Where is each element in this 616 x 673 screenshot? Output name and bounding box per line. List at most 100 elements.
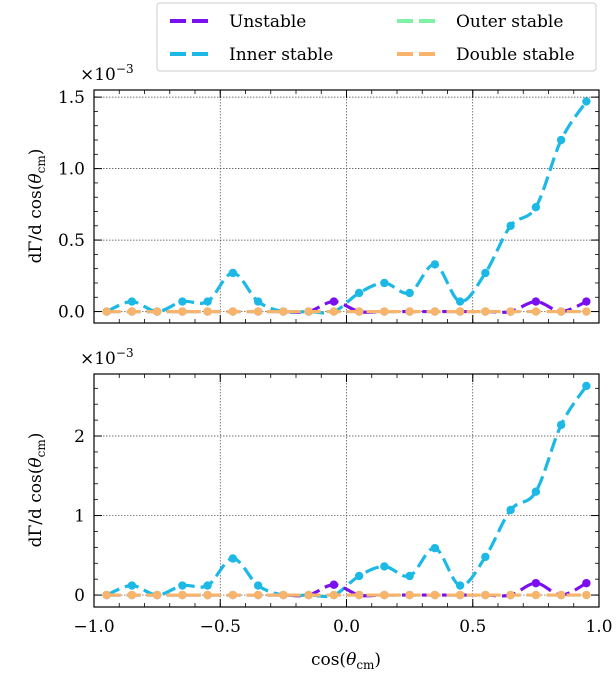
top-point-double-stable-0 — [102, 307, 111, 316]
bottom-point-inner-stable-17 — [531, 487, 541, 496]
bottom-point-inner-stable-12 — [405, 571, 414, 581]
bottom-yticklabel-2: 2 — [74, 427, 85, 447]
top-point-double-stable-3 — [178, 307, 187, 316]
top-panel: 0.0 0.5 1.0 1.5 ×10−3 dΓ/d cos(θcm) — [26, 62, 600, 324]
bottom-point-double-stable-2 — [152, 590, 162, 600]
bottom-point-inner-stable-4 — [203, 581, 212, 590]
bottom-point-double-stable-0 — [102, 590, 111, 600]
bottom-point-inner-stable-16 — [506, 505, 515, 515]
top-yticklabel-0: 0.0 — [58, 303, 85, 323]
bottom-panel-ticks — [93, 374, 600, 607]
top-yticklabel-3: 1.5 — [58, 88, 85, 108]
bottom-xticklabel-0: −1.0 — [73, 617, 114, 637]
bottom-point-double-stable-17 — [531, 590, 541, 600]
top-point-double-stable-19 — [582, 307, 591, 316]
bottom-yticklabel-0: 0 — [74, 586, 85, 606]
bottom-xticklabel-3: 0.5 — [459, 617, 486, 637]
bottom-point-inner-stable-10 — [354, 571, 364, 581]
bottom-point-double-stable-12 — [405, 590, 414, 600]
top-panel-series — [102, 97, 591, 316]
top-point-double-stable-8 — [304, 307, 313, 316]
bottom-xticklabel-1: −0.5 — [200, 617, 241, 637]
bottom-point-double-stable-11 — [380, 590, 389, 600]
bottom-point-double-stable-19 — [582, 590, 591, 600]
bottom-point-inner-stable-5 — [228, 554, 238, 563]
top-point-unstable-17 — [531, 297, 541, 306]
legend-frame — [156, 2, 597, 72]
top-point-double-stable-18 — [556, 307, 566, 316]
bottom-panel-tick-labels: −1.0 −0.5 0.0 0.5 1.0 0 1 2 — [73, 427, 612, 637]
bottom-point-inner-stable-6 — [253, 581, 263, 590]
bottom-point-inner-stable-19 — [582, 381, 591, 391]
top-point-inner-stable-3 — [178, 297, 187, 306]
top-point-inner-stable-18 — [556, 135, 566, 145]
bottom-panel-multiplier: ×10−3 — [80, 346, 134, 369]
bottom-point-double-stable-7 — [279, 590, 288, 600]
bottom-point-inner-stable-11 — [380, 562, 389, 571]
top-point-unstable-9 — [329, 297, 339, 306]
legend: Unstable Outer stable Inner stable Doubl… — [156, 2, 597, 72]
bottom-point-unstable-19 — [582, 578, 591, 588]
top-point-inner-stable-4 — [203, 297, 212, 306]
top-point-double-stable-5 — [228, 307, 238, 316]
bottom-panel-grid — [94, 374, 599, 607]
bottom-point-inner-stable-14 — [455, 581, 465, 590]
top-point-double-stable-13 — [430, 307, 440, 316]
bottom-point-inner-stable-18 — [556, 420, 566, 430]
top-point-inner-stable-14 — [455, 297, 465, 306]
top-point-inner-stable-12 — [405, 288, 414, 298]
bottom-point-double-stable-8 — [304, 590, 313, 600]
top-point-double-stable-6 — [253, 307, 263, 316]
legend-label-inner-stable: Inner stable — [229, 45, 333, 65]
bottom-point-inner-stable-13 — [430, 543, 440, 553]
top-point-double-stable-16 — [506, 307, 515, 316]
bottom-point-double-stable-18 — [556, 590, 566, 600]
bottom-point-double-stable-4 — [203, 590, 212, 600]
bottom-point-double-stable-1 — [127, 590, 137, 600]
top-point-double-stable-11 — [380, 307, 389, 316]
top-point-inner-stable-13 — [430, 260, 440, 269]
bottom-point-double-stable-16 — [506, 590, 515, 600]
top-panel-ylabel: dΓ/d cos(θcm) — [26, 149, 48, 264]
bottom-point-unstable-9 — [329, 580, 339, 589]
bottom-point-double-stable-6 — [253, 590, 263, 600]
top-yticklabel-1: 0.5 — [58, 231, 85, 251]
bottom-point-inner-stable-15 — [481, 552, 490, 562]
top-point-inner-stable-17 — [531, 203, 541, 212]
top-point-inner-stable-6 — [253, 297, 263, 306]
bottom-point-double-stable-15 — [481, 590, 490, 600]
bottom-panel: −1.0 −0.5 0.0 0.5 1.0 0 1 2 ×10−3 dΓ/d cos(θcm)… — [26, 346, 613, 672]
bottom-point-unstable-17 — [531, 578, 541, 588]
top-panel-ticks — [93, 90, 600, 323]
bottom-xticklabel-2: 0.0 — [333, 617, 360, 637]
bottom-point-double-stable-3 — [178, 590, 187, 600]
top-point-double-stable-12 — [405, 307, 414, 316]
top-point-double-stable-2 — [152, 307, 162, 316]
legend-label-unstable: Unstable — [229, 12, 306, 32]
top-yticklabel-2: 1.0 — [58, 160, 85, 180]
top-point-inner-stable-15 — [481, 268, 490, 278]
top-point-double-stable-9 — [329, 307, 339, 316]
bottom-xticklabel-4: 1.0 — [585, 617, 612, 637]
top-point-inner-stable-16 — [506, 221, 515, 230]
top-point-inner-stable-5 — [228, 268, 238, 278]
top-panel-tick-labels: 0.0 0.5 1.0 1.5 — [58, 88, 85, 322]
bottom-panel-ylabel: dΓ/d cos(θcm) — [26, 433, 48, 548]
top-panel-grid — [94, 90, 599, 323]
top-point-double-stable-7 — [279, 307, 288, 316]
top-point-double-stable-14 — [455, 307, 465, 316]
top-point-unstable-19 — [582, 297, 591, 306]
bottom-point-double-stable-5 — [228, 590, 238, 600]
top-point-double-stable-10 — [354, 307, 364, 316]
bottom-point-inner-stable-3 — [178, 581, 187, 590]
bottom-panel-series — [102, 381, 591, 600]
top-point-inner-stable-10 — [354, 288, 364, 298]
legend-label-double-stable: Double stable — [456, 45, 575, 65]
bottom-point-double-stable-13 — [430, 590, 440, 600]
top-point-inner-stable-1 — [127, 297, 137, 306]
bottom-point-double-stable-14 — [455, 590, 465, 600]
top-point-inner-stable-19 — [582, 97, 591, 106]
top-panel-multiplier: ×10−3 — [80, 62, 134, 85]
top-point-double-stable-17 — [531, 307, 541, 316]
